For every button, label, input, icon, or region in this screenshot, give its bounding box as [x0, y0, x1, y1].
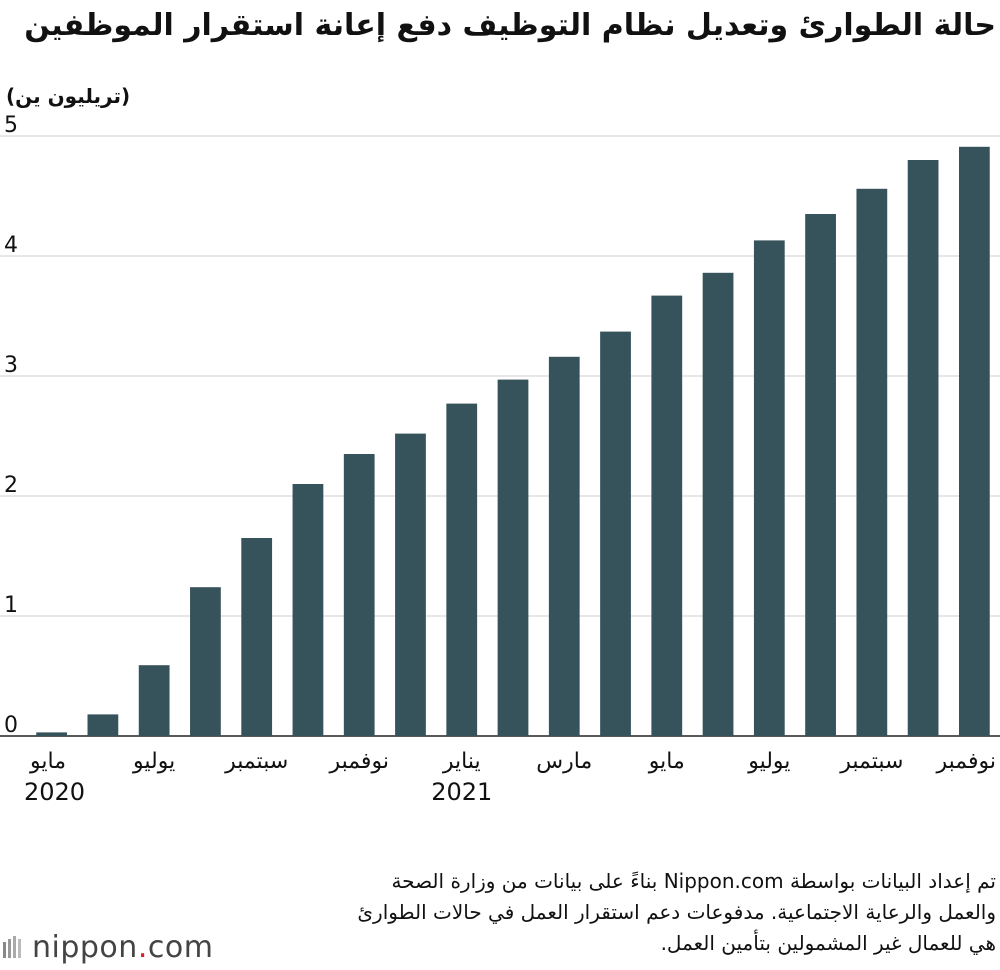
- x-axis-labels: مايو يوليو سبتمبر نوفمبر يناير مارس مايو يوليو س…: [24, 749, 996, 806]
- bar: [600, 331, 631, 736]
- bar: [446, 403, 478, 736]
- bar: [958, 146, 990, 737]
- x-month-label: يوليو: [132, 749, 175, 774]
- footnote-line: تم إعداد البيانات بواسطة Nippon.com بناء…: [391, 869, 996, 893]
- x-month-label: نوفمبر: [328, 749, 389, 774]
- bar: [395, 433, 426, 736]
- y-axis-unit-label: (تريليون ين): [6, 84, 131, 108]
- y-tick-label: 3: [4, 353, 18, 378]
- x-month-label: سبتمبر: [839, 749, 903, 774]
- y-tick-label: 1: [4, 593, 18, 618]
- logo-tld: com: [147, 930, 214, 965]
- chart-title: حالة الطوارئ وتعديل نظام التوظيف دفع إعا…: [24, 8, 996, 43]
- bars: [36, 146, 990, 737]
- bar: [190, 587, 221, 736]
- x-year-label: 2021: [431, 778, 492, 806]
- y-tick-label: 2: [4, 473, 18, 498]
- x-month-label: يناير: [442, 749, 481, 774]
- bar: [36, 732, 68, 736]
- footnote-line: والعمل والرعاية الاجتماعية. مدفوعات دعم …: [357, 900, 996, 924]
- bar: [856, 188, 888, 737]
- y-tick-label: 4: [4, 233, 18, 258]
- bar: [343, 454, 375, 736]
- logo-text: nippon: [32, 930, 138, 965]
- bar: [907, 160, 939, 736]
- bar: [292, 484, 324, 736]
- x-year-label: 2020: [24, 778, 85, 806]
- bar: [497, 379, 529, 736]
- y-tick-label: 0: [4, 713, 18, 738]
- bar: [753, 240, 785, 736]
- x-month-label: نوفمبر: [935, 749, 996, 774]
- logo-dot: .: [137, 930, 148, 965]
- y-axis-ticks: 0 1 2 3 4 5: [4, 113, 18, 738]
- x-month-label: مايو: [29, 749, 66, 774]
- x-month-label: سبتمبر: [224, 749, 288, 774]
- bar: [651, 295, 683, 736]
- bar: [87, 714, 119, 736]
- y-tick-label: 5: [4, 113, 18, 138]
- nippon-logo-mark-icon: [3, 935, 21, 958]
- bar: [805, 214, 836, 736]
- nippon-logo: nippon. com: [2, 930, 213, 965]
- bar: [702, 272, 734, 736]
- bar: [548, 356, 580, 736]
- bar: [241, 538, 273, 736]
- bar: [138, 665, 170, 736]
- source-footnote: تم إعداد البيانات بواسطة Nippon.com بناء…: [276, 866, 996, 959]
- footnote-line: هي للعمال غير المشمولين بتأمين العمل.: [660, 931, 996, 955]
- x-month-label: مايو: [648, 749, 685, 774]
- x-month-label: مارس: [536, 749, 592, 774]
- x-month-label: يوليو: [747, 749, 790, 774]
